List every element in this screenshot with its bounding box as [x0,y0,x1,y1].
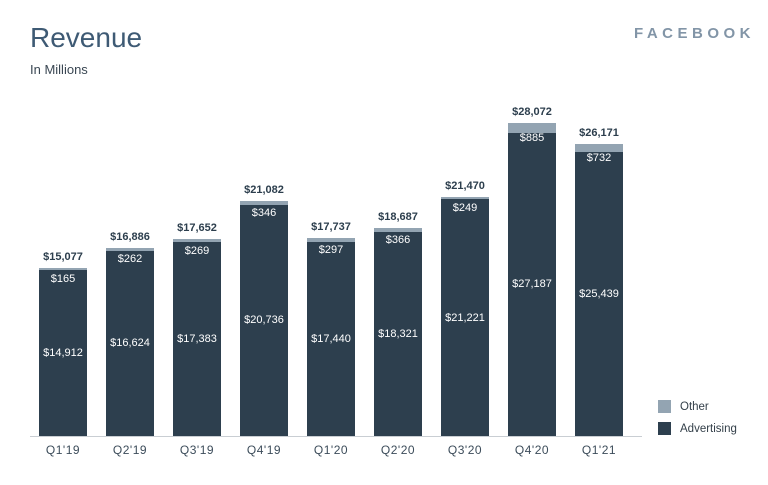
facebook-logo: FACEBOOK [633,25,755,42]
bar-group: $17,652 $269 $17,383 [173,222,221,436]
bar-total-label: $21,470 [445,179,485,192]
bar-advertising-label: $20,736 [244,314,284,327]
legend-item-other: Other [658,400,737,413]
bar-group: $15,077 $165 $14,912 [39,251,87,436]
bar-total-label: $26,171 [579,127,619,140]
bar-total-label: $28,072 [512,106,552,118]
bar-segment-advertising: $25,439 [575,152,623,436]
bar-other-label: $269 [184,244,210,257]
x-axis-label: Q3'20 [447,443,483,457]
bar-total-label: $16,886 [110,230,150,243]
bar-segment-advertising: $14,912 [39,269,87,436]
x-axis-label: Q1'20 [313,443,349,457]
legend-label-other: Other [680,400,709,413]
bar-segment-other [240,200,288,205]
bar-segment-other [173,239,221,243]
bar-advertising-label: $17,440 [311,332,351,345]
bar-other-label: $366 [385,233,411,246]
bar-other-label: $165 [50,272,76,285]
legend-label-advertising: Advertising [680,422,737,435]
legend: Other Advertising [658,400,737,444]
bar-other-label: $262 [117,253,143,266]
bar-group: $17,737 $297 $17,440 [307,221,355,436]
bar-group: $26,171 $732 $25,439 [575,127,623,436]
bar-segment-other [508,123,556,133]
bar-group: $21,082 $346 $20,736 [240,184,288,436]
plot-area: $15,077 $165 $14,912 $16,886 $262 $16,624 $17,… [30,95,642,437]
x-axis-label: Q4'20 [514,443,550,457]
x-axis-label: Q4'19 [246,443,282,457]
bar-total-label: $15,077 [43,250,83,263]
bar-segment-advertising: $17,440 [307,241,355,436]
bar-segment-other [307,238,355,242]
bar-segment-advertising: $21,221 [441,199,489,436]
bar-segment-other [575,144,623,153]
bar-total-label: $21,082 [244,183,284,196]
bar-group: $16,886 $262 $16,624 [106,231,154,436]
bar-total-label: $18,687 [378,210,418,223]
bar-total-label: $17,737 [311,221,351,234]
legend-swatch-advertising [658,422,671,435]
x-axis-label: Q2'19 [112,443,148,457]
bar-advertising-label: $18,321 [378,327,418,340]
x-axis-label: Q1'21 [581,443,617,457]
bar-advertising-label: $17,383 [177,333,217,346]
bar-group: $21,470 $249 $21,221 [441,180,489,436]
bar-other-label: $346 [251,206,277,219]
bar-advertising-label: $21,221 [445,311,485,324]
bar-segment-other [39,267,87,270]
bar-segment-advertising: $20,736 [240,204,288,436]
x-axis-label: Q2'20 [380,443,416,457]
bar-advertising-label: $25,439 [579,288,619,301]
legend-swatch-other [658,400,671,413]
legend-item-advertising: Advertising [658,422,737,435]
bar-group: $28,072 $885 $27,187 [508,106,556,436]
bar-segment-advertising: $27,187 [508,132,556,436]
bar-other-label: $297 [318,243,344,256]
bar-segment-other [441,196,489,200]
bar-advertising-label: $27,187 [512,278,552,291]
bar-total-label: $17,652 [177,222,217,235]
bar-other-label: $249 [452,202,478,214]
bar-segment-other [106,247,154,251]
bar-advertising-label: $14,912 [43,346,83,359]
bar-segment-other [374,227,422,232]
x-axis-label: Q1'19 [45,443,81,457]
page-subtitle: In Millions [30,62,88,77]
bar-other-label: $885 [519,131,545,144]
bar-group: $18,687 $366 $18,321 [374,211,422,436]
bar-advertising-label: $16,624 [110,337,150,350]
x-axis-label: Q3'19 [179,443,215,457]
bar-segment-advertising: $18,321 [374,231,422,436]
bar-segment-advertising: $16,624 [106,250,154,436]
page-title: Revenue [30,22,143,53]
bar-other-label: $732 [586,152,612,165]
bar-segment-advertising: $17,383 [173,242,221,436]
